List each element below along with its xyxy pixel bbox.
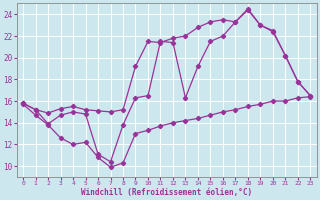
X-axis label: Windchill (Refroidissement éolien,°C): Windchill (Refroidissement éolien,°C) <box>81 188 252 197</box>
